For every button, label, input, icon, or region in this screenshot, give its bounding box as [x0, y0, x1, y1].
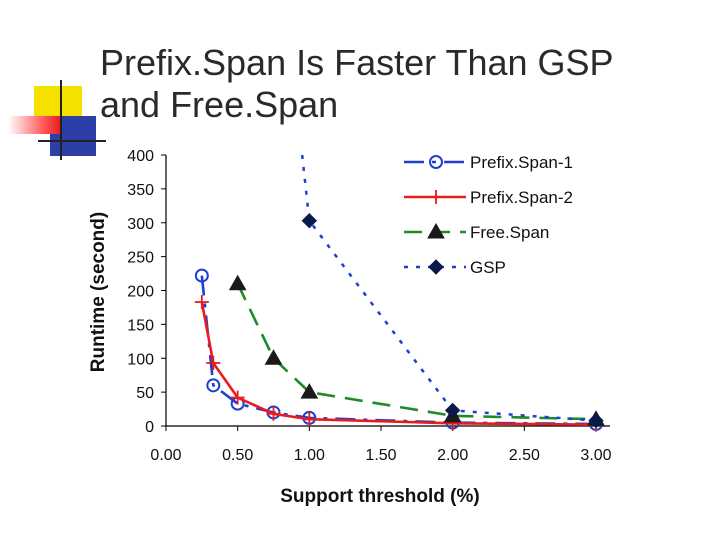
- series-line-prefix-span-1: [200, 275, 597, 426]
- x-axis-label: Support threshold (%): [280, 486, 479, 507]
- data-point-prefix-span-2: [194, 295, 209, 310]
- deco-red-gradient: [8, 116, 60, 134]
- legend-label-free-span: Free.Span: [470, 223, 549, 242]
- y-tick-label: 250: [127, 250, 154, 267]
- series-gsp: [300, 154, 604, 429]
- y-tick-label: 100: [127, 351, 154, 368]
- legend-marker-prefix-span-2: [429, 190, 443, 204]
- y-tick-label: 300: [127, 216, 154, 233]
- deco-horizontal-line: [38, 140, 106, 142]
- data-point-free-span: [264, 349, 283, 365]
- series-line-gsp: [300, 154, 597, 422]
- data-point-free-span: [300, 383, 319, 399]
- y-tick-label: 350: [127, 182, 154, 199]
- legend-marker-gsp: [428, 259, 444, 275]
- data-point-prefix-span-2: [266, 406, 281, 421]
- x-tick-label: 2.00: [437, 447, 468, 464]
- data-point-prefix-span-2: [206, 355, 221, 370]
- y-tick-label: 0: [145, 419, 154, 436]
- y-tick-label: 200: [127, 284, 154, 301]
- data-point-gsp: [588, 412, 604, 429]
- slide-title-line-2: and Free.Span: [100, 84, 339, 125]
- y-tick-label: 150: [127, 317, 154, 334]
- data-point-gsp: [444, 402, 461, 419]
- legend-label-prefix-span-1: Prefix.Span-1: [470, 153, 573, 172]
- series-line-free-span: [236, 283, 597, 421]
- legend-label-gsp: GSP: [470, 258, 506, 277]
- legend-marker-free-span: [427, 222, 445, 239]
- legend-label-prefix-span-2: Prefix.Span-2: [470, 188, 573, 207]
- x-tick-label: 1.50: [365, 447, 396, 464]
- series-line-prefix-span-2: [200, 301, 597, 426]
- axes-layer: 0 50 100 150 200 250 300 350 400 0.00 0.50 1.00 1.50…: [127, 148, 611, 464]
- data-point-free-span: [228, 274, 247, 291]
- y-tick-label: 50: [136, 385, 154, 402]
- data-point-prefix-span-1: [206, 378, 221, 393]
- data-point-prefix-span-1: [194, 268, 209, 283]
- x-tick-label: 0.50: [222, 447, 253, 464]
- slide-title-line-1: Prefix.Span Is Faster Than GSP: [100, 42, 614, 83]
- y-axis-label: Runtime (second): [88, 212, 109, 372]
- y-tick-label: 400: [127, 148, 154, 165]
- legend: Prefix.Span-1 Prefix.Span-2 Free.Span GSP: [404, 153, 573, 277]
- data-point-gsp: [301, 213, 318, 229]
- slide-title: Prefix.Span Is Faster Than GSP and Free.…: [100, 42, 700, 126]
- x-tick-label: 3.00: [580, 447, 611, 464]
- legend-marker-prefix-span-1: [429, 155, 443, 169]
- x-tick-label: 2.50: [509, 447, 540, 464]
- x-tick-label: 1.00: [294, 447, 325, 464]
- data-point-prefix-span-2: [230, 390, 245, 405]
- data-point-prefix-span-2: [302, 412, 317, 427]
- series-free-span: [228, 274, 605, 426]
- deco-vertical-line: [60, 80, 62, 160]
- x-tick-label: 0.00: [150, 447, 181, 464]
- series-layer: [194, 154, 605, 432]
- series-prefix-span-2: [194, 295, 603, 432]
